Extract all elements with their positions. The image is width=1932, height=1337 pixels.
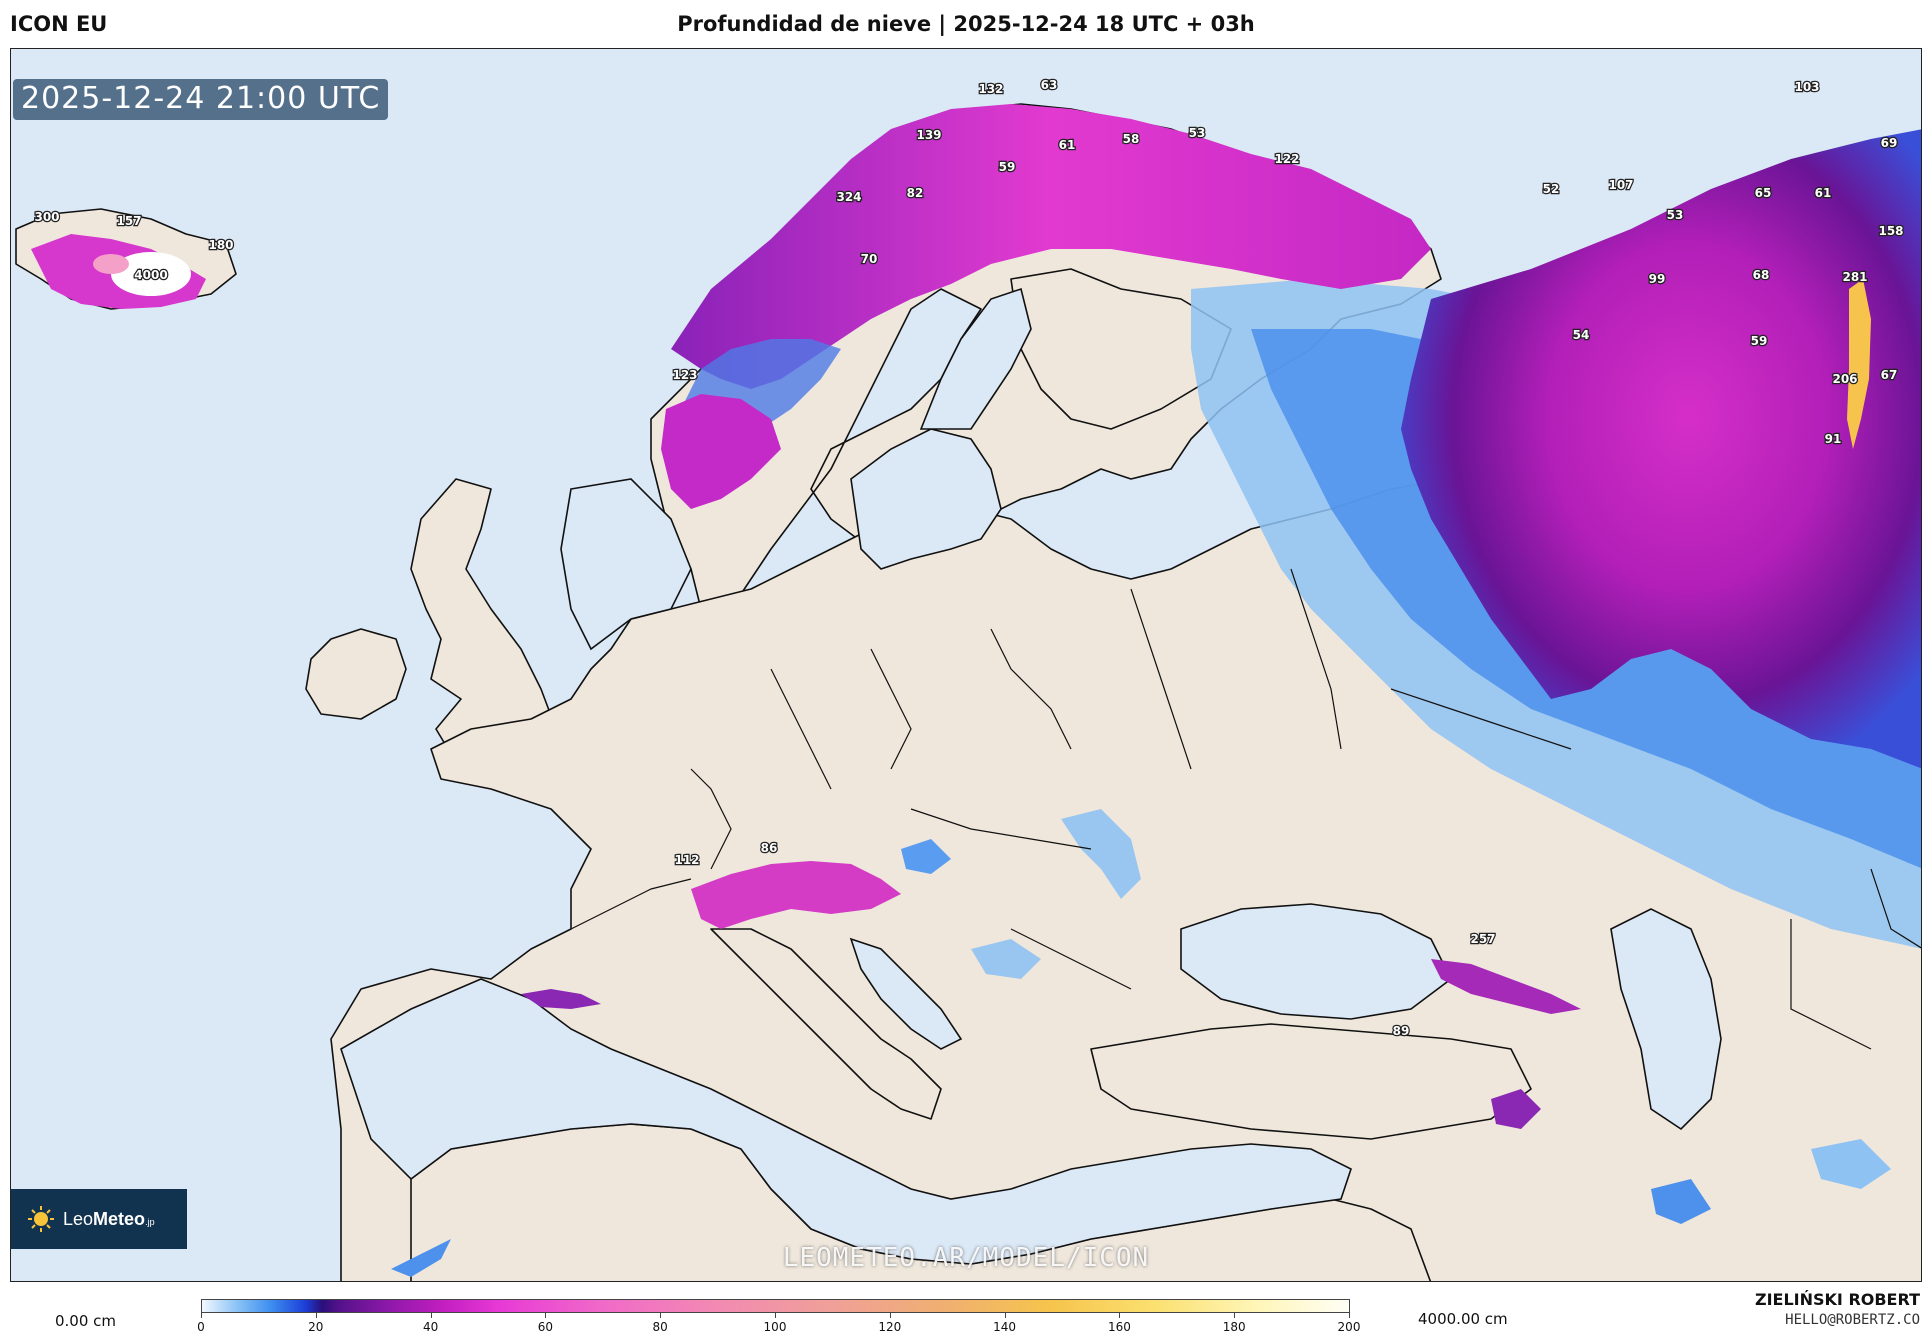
point-label: 324 [836,190,861,204]
colorbar-tick [315,1313,317,1318]
colorbar-tick [201,1313,202,1318]
colorbar-tick-label: 60 [537,1320,554,1334]
logo-suffix: .jp [145,1216,155,1227]
colorbar-tick [1004,1313,1006,1318]
model-name: ICON EU [10,12,108,36]
logo-text: LeoMeteo.jp [63,1209,155,1230]
point-label: 99 [1649,272,1666,286]
point-label: 112 [674,853,699,867]
snow-cover [31,104,1921,1277]
point-label: 300 [34,210,59,224]
point-labels: 300 157 180 4000 132 63 139 61 58 53 59 … [33,77,1905,1040]
point-label: 107 [1608,178,1633,192]
colorbar-max-label: 4000.00 cm [1418,1310,1508,1328]
colorbar-tick [1234,1313,1236,1318]
point-label: 206 [1832,372,1857,386]
colorbar-tick [775,1313,776,1318]
point-label: 158 [1878,224,1903,238]
colorbar-tick [430,1313,432,1318]
point-label: 69 [1881,136,1898,150]
point-label: 82 [907,186,924,200]
point-label: 52 [1543,182,1560,196]
map-canvas: 300 157 180 4000 132 63 139 61 58 53 59 … [11,49,1921,1281]
colorbar-tick-label: 180 [1222,1320,1246,1334]
point-label: 180 [208,238,233,252]
logo-brand-bold: Meteo [93,1208,146,1229]
point-label: 67 [1881,368,1898,382]
point-label: 86 [761,841,778,855]
point-label: 63 [1041,78,1058,92]
colorbar-tick-label: 160 [1107,1320,1131,1334]
leometeo-logo[interactable]: LeoMeteo.jp [11,1189,187,1249]
point-label: 61 [1059,138,1076,152]
point-label: 132 [978,82,1003,96]
colorbar-tick-label: 140 [993,1320,1017,1334]
point-label: 53 [1667,208,1684,222]
point-label: 70 [861,252,878,266]
point-label: 59 [1751,334,1768,348]
colorbar [201,1299,1350,1313]
point-label: 157 [116,214,141,228]
colorbar-tick [660,1313,662,1318]
colorbar-tick [1349,1313,1350,1318]
point-label: 58 [1123,132,1140,146]
colorbar-tick-label: 40 [422,1320,439,1334]
point-label: 103 [1794,80,1819,94]
point-label: 59 [999,160,1016,174]
author-name: ZIELIŃSKI ROBERT [1754,1290,1920,1309]
map-title: Profundidad de nieve | 2025-12-24 18 UTC… [677,12,1255,36]
colorbar-tick-label: 20 [308,1320,324,1334]
point-label: 257 [1470,932,1495,946]
source-watermark: LEOMETEO.AR/MODEL/ICON [782,1243,1150,1273]
point-label: 4000 [134,268,167,282]
point-label: 89 [1393,1024,1410,1038]
borders [570,568,1921,1050]
point-label: 61 [1815,186,1832,200]
point-label: 139 [916,128,941,142]
colorbar-tick-label: 120 [878,1320,902,1334]
colorbar-tick [889,1313,891,1318]
snow-depth-map: 300 157 180 4000 132 63 139 61 58 53 59 … [10,48,1922,1282]
point-label: 281 [1842,270,1867,284]
point-label: 122 [1274,152,1299,166]
colorbar-tick-label: 100 [763,1320,787,1334]
colorbar-tick [545,1313,547,1318]
colorbar-tick-label: 200 [1337,1320,1361,1334]
logo-brand-light: Leo [63,1208,94,1229]
point-label: 65 [1755,186,1772,200]
sun-icon [27,1205,55,1233]
point-label: 54 [1573,328,1590,342]
colorbar-tick-label: 0 [197,1320,205,1334]
colorbar-min-label: 0.00 cm [55,1312,117,1330]
point-label: 68 [1753,268,1770,282]
point-label: 53 [1189,126,1206,140]
colorbar-tick-label: 80 [652,1320,668,1334]
valid-time-badge: 2025-12-24 21:00 UTC [13,79,389,120]
point-label: 91 [1825,432,1842,446]
author-email[interactable]: HELLO@ROBERTZ.CO [1785,1312,1920,1328]
point-label: 123 [672,368,697,382]
colorbar-tick [1119,1313,1121,1318]
